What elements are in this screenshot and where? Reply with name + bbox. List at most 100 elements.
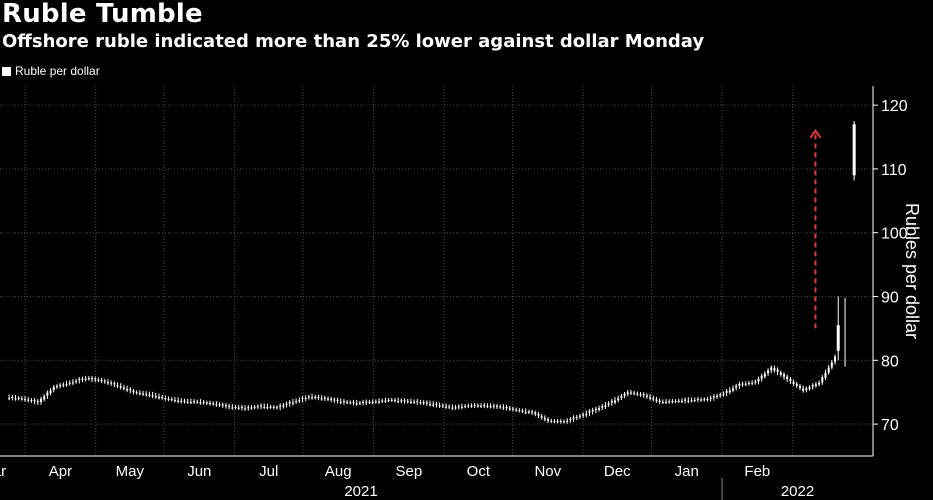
candle-body — [562, 421, 565, 423]
candle-body — [591, 409, 594, 412]
legend: Ruble per dollar — [2, 64, 100, 78]
candle-body — [751, 382, 754, 384]
candle-body — [776, 369, 779, 372]
candle-body — [314, 396, 317, 398]
candle-body — [81, 378, 84, 380]
candle-body — [633, 392, 636, 394]
candle-body — [575, 416, 578, 419]
candle-body — [429, 404, 432, 406]
candle-body — [390, 399, 393, 401]
candle-body — [244, 408, 247, 410]
candle-body — [365, 401, 368, 403]
candle-body — [260, 405, 263, 407]
candle-body — [282, 405, 285, 407]
candle-body — [266, 407, 269, 409]
candle-body — [330, 398, 333, 400]
candle-body — [617, 398, 620, 401]
candle-body — [352, 401, 355, 403]
candle-body — [674, 401, 677, 403]
candle-body — [269, 406, 272, 408]
candle-body — [177, 400, 180, 402]
candle-body — [687, 400, 690, 402]
candle-body — [113, 383, 116, 385]
candle-body — [719, 394, 722, 396]
candle-body — [658, 400, 661, 402]
x-tick-label: Aug — [325, 463, 352, 480]
candle-body — [91, 377, 94, 379]
candle-body — [180, 401, 183, 403]
candle-body — [444, 406, 447, 408]
candle-body — [789, 378, 792, 382]
candle-body — [636, 393, 639, 395]
candle-body — [767, 370, 770, 374]
candle-body — [126, 388, 129, 391]
x-year-label-2022: 2022 — [781, 483, 814, 500]
candle-body — [496, 405, 499, 407]
candle-body — [224, 405, 227, 407]
candle-body — [250, 407, 253, 409]
candle-body — [783, 374, 786, 377]
candle-body — [610, 401, 613, 403]
candle-body — [167, 398, 170, 400]
candle-body — [508, 408, 511, 410]
candle-body — [448, 406, 451, 408]
x-tick-label: Apr — [49, 463, 72, 480]
candle-body — [186, 401, 189, 403]
candle-body — [744, 383, 747, 385]
candle-body — [189, 402, 192, 404]
x-tick-label: Oct — [467, 463, 491, 480]
candle-body — [378, 401, 381, 403]
x-tick-label: Dec — [604, 463, 631, 480]
candle-body — [403, 400, 406, 402]
candle-body — [834, 356, 837, 362]
candle-body — [374, 401, 377, 403]
candle-body — [486, 405, 489, 407]
candle-body — [11, 396, 14, 398]
candle-body — [457, 406, 460, 408]
x-axis: Mar Apr May Jun Jul Aug Sep Oct Nov Dec Jan Feb 2021… — [0, 455, 873, 500]
candle-body — [336, 399, 339, 401]
candle-body — [639, 394, 642, 396]
candle-body-last — [852, 124, 856, 176]
candle-body — [193, 401, 196, 403]
y-tick-label: 80 — [881, 353, 899, 370]
candle-body — [668, 401, 671, 403]
series-ruble — [8, 121, 856, 424]
candle-body — [818, 382, 821, 385]
chart-title: Ruble Tumble — [2, 0, 203, 29]
candle-body — [288, 402, 291, 404]
candle-body — [212, 403, 215, 405]
candle-body — [209, 403, 212, 405]
candle-body — [151, 395, 154, 397]
candle-body — [798, 385, 801, 389]
candle-body — [116, 385, 119, 387]
candle-body — [435, 403, 438, 405]
candle-body — [339, 401, 342, 403]
candle-body — [279, 405, 282, 407]
candle-body — [323, 397, 326, 399]
candle-body — [106, 382, 109, 384]
candle-body — [320, 398, 323, 400]
candle-body — [614, 400, 616, 403]
candle-body — [384, 400, 387, 402]
candle-body — [547, 419, 550, 421]
candle-body — [770, 367, 773, 371]
candle-body — [397, 401, 400, 403]
candle-body — [55, 386, 58, 388]
candle-body — [773, 368, 776, 371]
candle-body — [588, 411, 591, 413]
candle-body — [665, 401, 668, 403]
candle-body — [511, 408, 514, 410]
candle-body — [346, 401, 349, 403]
candle-body — [642, 394, 645, 396]
candle-body — [14, 398, 17, 400]
candle-body — [757, 378, 760, 382]
legend-swatch — [2, 66, 11, 76]
candle-body — [629, 392, 632, 394]
candle-body — [234, 407, 237, 409]
y-axis-label: Rubles per dollar — [902, 203, 922, 339]
candle-body — [145, 394, 148, 396]
candle-body — [489, 406, 492, 408]
candle-body — [298, 400, 301, 402]
candle-body — [792, 381, 795, 384]
